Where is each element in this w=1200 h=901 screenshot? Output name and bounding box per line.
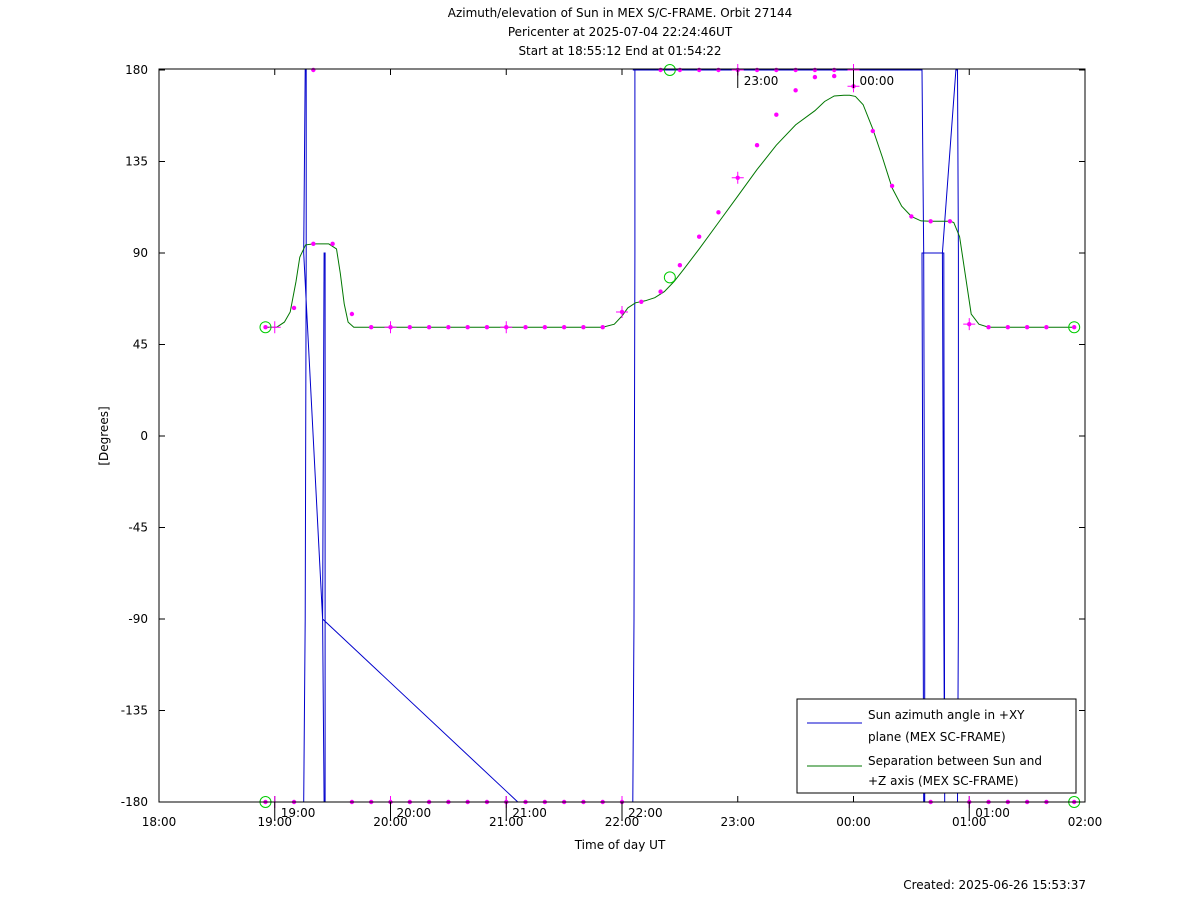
- data-point: [1044, 325, 1049, 330]
- data-point: [696, 67, 702, 73]
- data-point: [465, 325, 470, 330]
- x-tick-label: 18:00: [142, 815, 177, 829]
- hour-annotation-label: 21:00: [512, 806, 547, 820]
- y-tick-label: 135: [125, 155, 148, 169]
- data-point: [696, 234, 702, 239]
- hour-annotation-label: 01:00: [975, 806, 1010, 820]
- data-point: [330, 241, 335, 247]
- legend: Sun azimuth angle in +XY plane (MEX SC-F…: [796, 698, 1077, 794]
- chart-title-line-2: Pericenter at 2025-07-04 22:24:46UT: [508, 25, 733, 39]
- data-point: [986, 325, 991, 330]
- data-point: [677, 263, 683, 268]
- data-point: [793, 88, 798, 93]
- y-tick-label: -180: [121, 795, 148, 809]
- data-point: [812, 67, 818, 73]
- data-point: [1005, 325, 1011, 330]
- y-tick-label: -45: [128, 521, 148, 535]
- hour-cross-marker: [384, 321, 397, 334]
- hour-annotation-label: 22:00: [628, 806, 663, 820]
- data-point: [774, 112, 779, 117]
- data-point: [263, 325, 268, 330]
- data-point: [484, 325, 490, 330]
- data-point: [793, 67, 798, 73]
- data-point: [832, 67, 837, 73]
- data-point: [774, 67, 779, 73]
- data-point: [407, 325, 412, 330]
- hour-annotation-label: 20:00: [397, 806, 432, 820]
- event-circle-marker: [1068, 321, 1081, 334]
- legend-label-separation-1: Separation between Sun and: [868, 754, 1042, 768]
- created-timestamp: Created: 2025-06-26 15:53:37: [903, 878, 1086, 892]
- data-point: [291, 305, 297, 311]
- hour-cross-marker: [616, 305, 628, 318]
- y-axis-label: [Degrees]: [97, 406, 111, 465]
- y-tick-label: 90: [133, 246, 148, 260]
- data-point: [909, 214, 914, 219]
- data-point: [716, 67, 721, 73]
- hour-cross-marker: [731, 171, 744, 184]
- series-line-separation: [265, 94, 1075, 328]
- data-point: [677, 67, 683, 73]
- data-point: [311, 241, 316, 247]
- hour-annotation-label: 23:00: [744, 74, 779, 88]
- y-tick-label: -135: [121, 704, 148, 718]
- y-tick-label: 0: [140, 429, 148, 443]
- x-tick-label: 23:00: [720, 815, 755, 829]
- data-point: [658, 289, 663, 294]
- data-point: [1071, 325, 1077, 330]
- y-tick-label: 45: [133, 338, 148, 352]
- y-tick-label: -90: [128, 612, 148, 626]
- data-point: [446, 325, 451, 330]
- data-point: [561, 325, 567, 330]
- data-point: [832, 73, 837, 79]
- data-point: [716, 210, 721, 215]
- data-point: [947, 219, 953, 224]
- legend-box: [796, 698, 1077, 794]
- x-tick-label: 20:00: [373, 815, 408, 829]
- data-point: [369, 325, 374, 330]
- data-point: [889, 183, 895, 189]
- data-point: [754, 67, 760, 73]
- data-point: [928, 219, 933, 224]
- x-tick-label: 19:00: [257, 815, 292, 829]
- data-point: [581, 325, 586, 330]
- hour-cross-marker: [500, 321, 513, 334]
- event-circle-marker: [663, 64, 676, 76]
- data-point: [812, 74, 818, 80]
- y-tick-label: 180: [125, 63, 148, 77]
- data-point: [426, 325, 432, 330]
- data-point: [600, 325, 605, 330]
- data-point: [658, 67, 663, 73]
- chart-title-line-3: Start at 18:55:12 End at 01:54:22: [518, 44, 721, 58]
- legend-label-azimuth-1: Sun azimuth angle in +XY: [868, 708, 1025, 722]
- data-point: [754, 143, 760, 148]
- x-tick-label: 21:00: [489, 815, 524, 829]
- data-point: [523, 325, 528, 330]
- event-circle-marker: [259, 321, 272, 334]
- hour-cross-marker: [963, 318, 976, 331]
- plot-frame: [158, 68, 1086, 803]
- data-point: [1024, 325, 1030, 330]
- x-tick-label: 22:00: [605, 815, 640, 829]
- data-point: [639, 299, 644, 304]
- data-point: [311, 67, 316, 73]
- x-tick-label: 00:00: [836, 815, 871, 829]
- x-tick-label: 02:00: [1068, 815, 1103, 829]
- series-line-azimuth: [265, 69, 1075, 803]
- data-point: [542, 325, 548, 330]
- data-point: [349, 311, 355, 317]
- x-tick-label: 01:00: [952, 815, 987, 829]
- chart-title-line-1: Azimuth/elevation of Sun in MEX S/C-FRAM…: [448, 6, 793, 20]
- x-axis-label: Time of day UT: [574, 838, 666, 852]
- data-point: [870, 128, 875, 134]
- legend-label-azimuth-2: plane (MEX SC-FRAME): [868, 730, 1006, 744]
- event-circle-marker: [663, 271, 676, 284]
- legend-label-separation-2: +Z axis (MEX SC-FRAME): [868, 774, 1019, 788]
- hour-annotation-label: 19:00: [281, 806, 316, 820]
- hour-annotation-label: 00:00: [860, 74, 895, 88]
